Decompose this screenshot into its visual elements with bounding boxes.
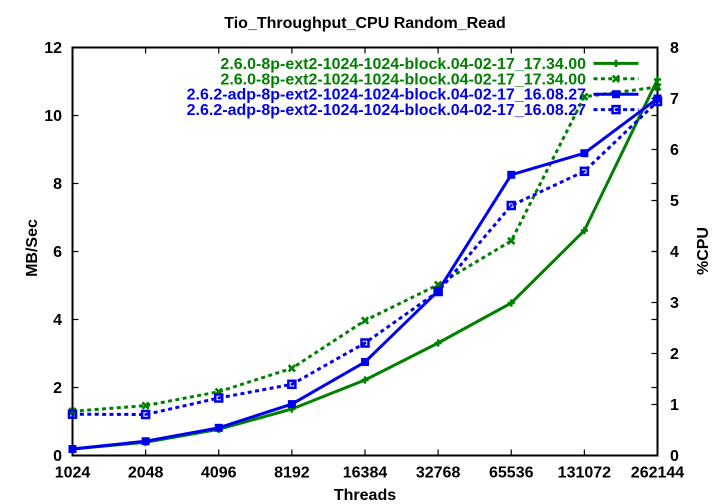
svg-text:262144: 262144 bbox=[631, 465, 684, 482]
svg-text:8: 8 bbox=[53, 176, 62, 193]
svg-text:16384: 16384 bbox=[343, 465, 388, 482]
svg-text:2.6.0-8p-ext2-1024-1024-block.: 2.6.0-8p-ext2-1024-1024-block.04-02-17_1… bbox=[220, 56, 586, 73]
svg-text:4096: 4096 bbox=[201, 465, 237, 482]
svg-text:5: 5 bbox=[670, 193, 679, 210]
svg-text:7: 7 bbox=[670, 91, 679, 108]
svg-text:0: 0 bbox=[53, 448, 62, 465]
svg-text:6: 6 bbox=[670, 142, 679, 159]
svg-text:131072: 131072 bbox=[558, 465, 611, 482]
svg-text:65536: 65536 bbox=[489, 465, 534, 482]
svg-text:2.6.2-adp-8p-ext2-1024-1024-bl: 2.6.2-adp-8p-ext2-1024-1024-block.04-02-… bbox=[187, 87, 586, 104]
svg-text:2.6.0-8p-ext2-1024-1024-block.: 2.6.0-8p-ext2-1024-1024-block.04-02-17_1… bbox=[220, 71, 586, 88]
svg-text:1024: 1024 bbox=[55, 465, 91, 482]
svg-text:4: 4 bbox=[53, 312, 62, 329]
svg-text:2048: 2048 bbox=[128, 465, 164, 482]
svg-text:MB/Sec: MB/Sec bbox=[24, 219, 41, 277]
svg-text:3: 3 bbox=[670, 295, 679, 312]
svg-text:8192: 8192 bbox=[274, 465, 310, 482]
svg-text:0: 0 bbox=[670, 448, 679, 465]
svg-text:2: 2 bbox=[670, 346, 679, 363]
svg-text:12: 12 bbox=[44, 40, 62, 57]
svg-text:%CPU: %CPU bbox=[695, 227, 712, 275]
svg-text:Threads: Threads bbox=[334, 487, 396, 504]
svg-text:2: 2 bbox=[53, 380, 62, 397]
svg-text:4: 4 bbox=[670, 244, 679, 261]
svg-text:6: 6 bbox=[53, 244, 62, 261]
svg-text:32768: 32768 bbox=[416, 465, 461, 482]
svg-text:8: 8 bbox=[670, 40, 679, 57]
svg-text:10: 10 bbox=[44, 108, 62, 125]
svg-text:2.6.2-adp-8p-ext2-1024-1024-bl: 2.6.2-adp-8p-ext2-1024-1024-block.04-02-… bbox=[187, 102, 586, 119]
svg-text:1: 1 bbox=[670, 397, 679, 414]
svg-text:Tio_Throughput_CPU Random_Read: Tio_Throughput_CPU Random_Read bbox=[224, 15, 506, 32]
